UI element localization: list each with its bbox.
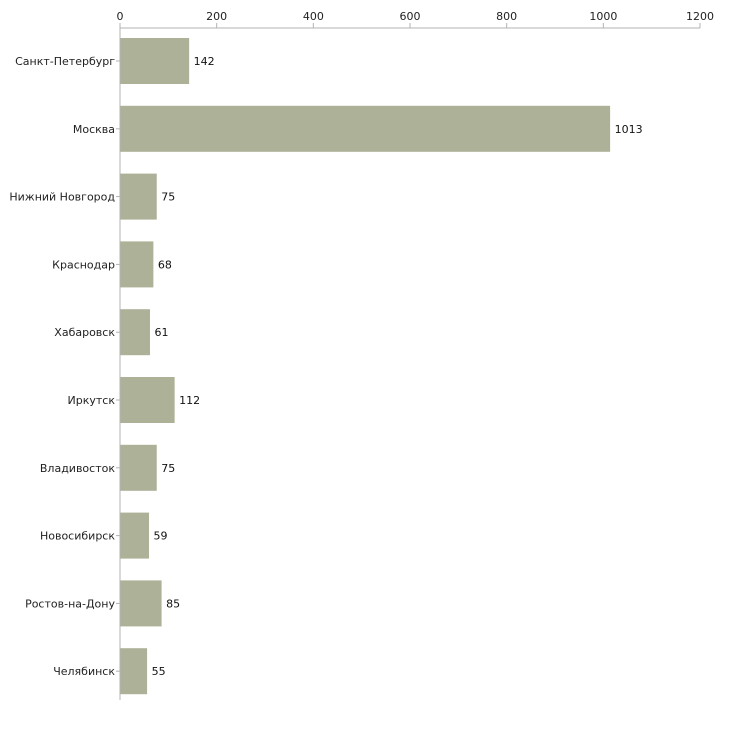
- category-label: Ростов-на-Дону: [25, 597, 115, 610]
- category-label: Нижний Новгород: [9, 191, 115, 204]
- bar: [120, 377, 175, 423]
- category-label: Санкт-Петербург: [15, 55, 115, 68]
- bar: [120, 173, 157, 220]
- bar: [120, 38, 190, 84]
- x-tick-label: 1200: [686, 10, 714, 23]
- category-label: Иркутск: [68, 394, 116, 407]
- value-label: 112: [179, 394, 200, 407]
- category-label: Краснодар: [52, 258, 115, 271]
- x-tick-label: 0: [117, 10, 124, 23]
- x-tick-label: 800: [496, 10, 517, 23]
- x-tick-label: 600: [400, 10, 421, 23]
- bar: [120, 648, 148, 695]
- bar: [120, 580, 162, 627]
- value-label: 55: [152, 665, 166, 678]
- category-label: Владивосток: [40, 462, 115, 475]
- value-label: 75: [161, 191, 175, 204]
- bar: [120, 512, 150, 559]
- value-label: 59: [154, 530, 168, 543]
- value-label: 1013: [615, 123, 643, 136]
- value-label: 142: [194, 55, 215, 68]
- x-tick-label: 200: [206, 10, 227, 23]
- value-label: 61: [154, 326, 168, 339]
- x-tick-label: 1000: [589, 10, 617, 23]
- category-label: Челябинск: [53, 665, 115, 678]
- value-label: 85: [166, 597, 180, 610]
- category-label: Москва: [73, 123, 115, 136]
- bar: [120, 241, 154, 288]
- bar: [120, 444, 157, 491]
- category-label: Новосибирск: [40, 530, 115, 543]
- category-label: Хабаровск: [54, 326, 115, 339]
- value-label: 68: [158, 258, 172, 271]
- x-tick-label: 400: [303, 10, 324, 23]
- bar: [120, 105, 611, 152]
- bar: [120, 309, 150, 356]
- value-label: 75: [161, 462, 175, 475]
